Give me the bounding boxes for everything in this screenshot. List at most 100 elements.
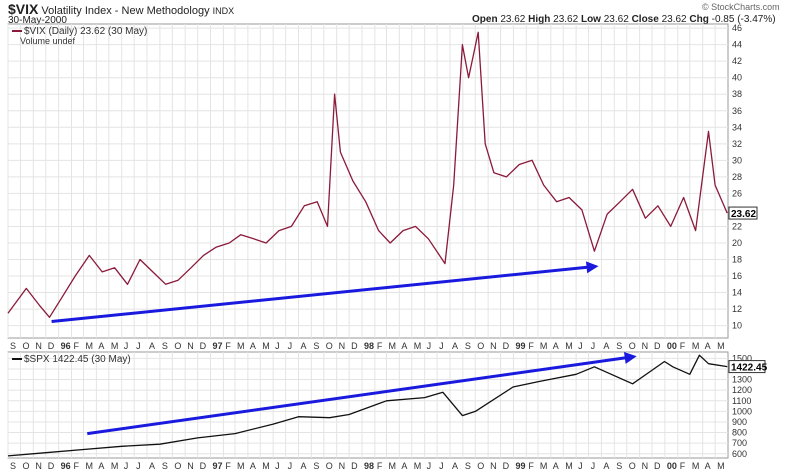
x-tick-label-bottom: F bbox=[377, 461, 383, 471]
x-tick-label-bottom: N bbox=[490, 461, 497, 471]
x-tick-label-bottom: 96 bbox=[61, 461, 71, 471]
x-tick-label-top: A bbox=[553, 341, 559, 351]
x-tick-label-bottom: M bbox=[86, 461, 94, 471]
x-tick-label-top: 98 bbox=[364, 341, 374, 351]
x-tick-label-top: D bbox=[503, 341, 510, 351]
x-tick-label-bottom: 99 bbox=[515, 461, 525, 471]
exchange: INDX bbox=[212, 6, 235, 16]
spx-y-tick-label: 1000 bbox=[732, 406, 752, 416]
x-tick-label-bottom: 98 bbox=[364, 461, 374, 471]
x-tick-label-bottom: O bbox=[326, 461, 333, 471]
x-tick-label-top: N bbox=[642, 341, 649, 351]
x-tick-label-bottom: S bbox=[465, 461, 471, 471]
x-tick-label-top: S bbox=[616, 341, 622, 351]
x-tick-label-top: M bbox=[388, 341, 396, 351]
x-tick-label-bottom: S bbox=[10, 461, 16, 471]
spx-y-tick-label: 800 bbox=[732, 428, 747, 438]
vix-last-value-label: 23.62 bbox=[731, 209, 756, 220]
x-tick-label-bottom: F bbox=[73, 461, 79, 471]
high-value: 23.62 bbox=[553, 14, 579, 25]
chg-value: -0.85 (-3.47%) bbox=[711, 14, 776, 25]
vix-y-tick-label: 46 bbox=[732, 23, 742, 33]
spx-last-value-box bbox=[728, 360, 766, 374]
chart-date: 30-May-2000 bbox=[8, 15, 67, 26]
x-tick-label-top: J bbox=[124, 341, 129, 351]
x-tick-label-bottom: M bbox=[237, 461, 245, 471]
vix-y-tick-label: 10 bbox=[732, 321, 742, 331]
x-tick-label-top: D bbox=[48, 341, 55, 351]
spx-trend-arrowhead bbox=[623, 351, 637, 364]
spx-panel-frame bbox=[7, 351, 729, 459]
close-value: 23.62 bbox=[661, 14, 687, 25]
x-tick-label-top: 99 bbox=[515, 341, 525, 351]
x-tick-label-top: A bbox=[705, 341, 711, 351]
x-tick-label-top: O bbox=[22, 341, 29, 351]
symbol: $VIX bbox=[8, 1, 39, 17]
x-tick-label-top: J bbox=[591, 341, 596, 351]
x-tick-label-bottom: M bbox=[111, 461, 119, 471]
x-tick-label-bottom: F bbox=[680, 461, 686, 471]
x-tick-label-bottom: N bbox=[35, 461, 42, 471]
vix-y-tick-label: 16 bbox=[732, 271, 742, 281]
x-tick-label-bottom: S bbox=[313, 461, 319, 471]
vix-last-value-box bbox=[728, 206, 758, 220]
x-tick-label-top: N bbox=[490, 341, 497, 351]
open-value: 23.62 bbox=[500, 14, 526, 25]
x-tick-label-top: M bbox=[717, 341, 725, 351]
vix-y-tick-label: 36 bbox=[732, 106, 742, 116]
x-tick-label-top: O bbox=[629, 341, 636, 351]
x-tick-label-top: S bbox=[465, 341, 471, 351]
vix-y-tick-label: 22 bbox=[732, 221, 742, 231]
x-tick-label-top: J bbox=[427, 341, 432, 351]
x-tick-label-top: A bbox=[401, 341, 407, 351]
x-tick-label-bottom: N bbox=[339, 461, 346, 471]
high-label: High bbox=[528, 14, 551, 25]
vix-y-tick-label: 28 bbox=[732, 172, 742, 182]
ohlc-bar: Open 23.62 High 23.62 Low 23.62 Close 23… bbox=[472, 14, 776, 25]
low-label: Low bbox=[580, 14, 601, 25]
x-tick-label-bottom: J bbox=[427, 461, 432, 471]
x-tick-label-top: F bbox=[377, 341, 383, 351]
spx-trend-arrow bbox=[87, 356, 627, 436]
x-tick-label-top: N bbox=[35, 341, 42, 351]
x-tick-label-bottom: D bbox=[48, 461, 55, 471]
vix-y-tick-label: 12 bbox=[732, 304, 742, 314]
x-tick-label-top: M bbox=[414, 341, 422, 351]
x-tick-label-bottom: M bbox=[540, 461, 548, 471]
x-tick-label-top: J bbox=[578, 341, 583, 351]
x-tick-label-bottom: M bbox=[262, 461, 270, 471]
x-tick-label-bottom: A bbox=[553, 461, 559, 471]
chart-title: $VIX Volatility Index - New Methodology … bbox=[8, 1, 234, 17]
x-tick-label-bottom: N bbox=[642, 461, 649, 471]
x-tick-label-bottom: M bbox=[717, 461, 725, 471]
x-tick-label-top: A bbox=[300, 341, 306, 351]
x-tick-label-bottom: A bbox=[705, 461, 711, 471]
vix-y-tick-label: 14 bbox=[732, 288, 742, 298]
x-tick-label-top: N bbox=[187, 341, 194, 351]
x-tick-label-top: A bbox=[250, 341, 256, 351]
x-tick-label-bottom: M bbox=[692, 461, 700, 471]
x-tick-label-bottom: A bbox=[603, 461, 609, 471]
index-name: Volatility Index - New Methodology bbox=[41, 5, 210, 17]
vix-y-tick-label: 38 bbox=[732, 89, 742, 99]
x-tick-label-top: M bbox=[111, 341, 119, 351]
x-tick-label-bottom: J bbox=[275, 461, 280, 471]
x-tick-label-bottom: F bbox=[225, 461, 231, 471]
x-tick-label-bottom: D bbox=[200, 461, 207, 471]
vix-trend-arrow bbox=[51, 265, 589, 323]
vix-y-tick-label: 40 bbox=[732, 73, 742, 83]
x-tick-label-top: S bbox=[313, 341, 319, 351]
vix-legend: $VIX (Daily) 23.62 (30 May) bbox=[24, 26, 147, 37]
x-tick-label-bottom: J bbox=[136, 461, 141, 471]
x-tick-label-bottom: J bbox=[439, 461, 444, 471]
x-tick-label-bottom: 00 bbox=[667, 461, 677, 471]
vix-trend-arrowhead bbox=[585, 261, 599, 274]
x-tick-label-top: F bbox=[528, 341, 534, 351]
watermark: © StockCharts.com bbox=[702, 2, 780, 12]
chg-label: Chg bbox=[689, 14, 709, 25]
x-tick-label-top: M bbox=[540, 341, 548, 351]
spx-y-tick-label: 600 bbox=[732, 449, 747, 459]
x-tick-label-bottom: 97 bbox=[213, 461, 223, 471]
